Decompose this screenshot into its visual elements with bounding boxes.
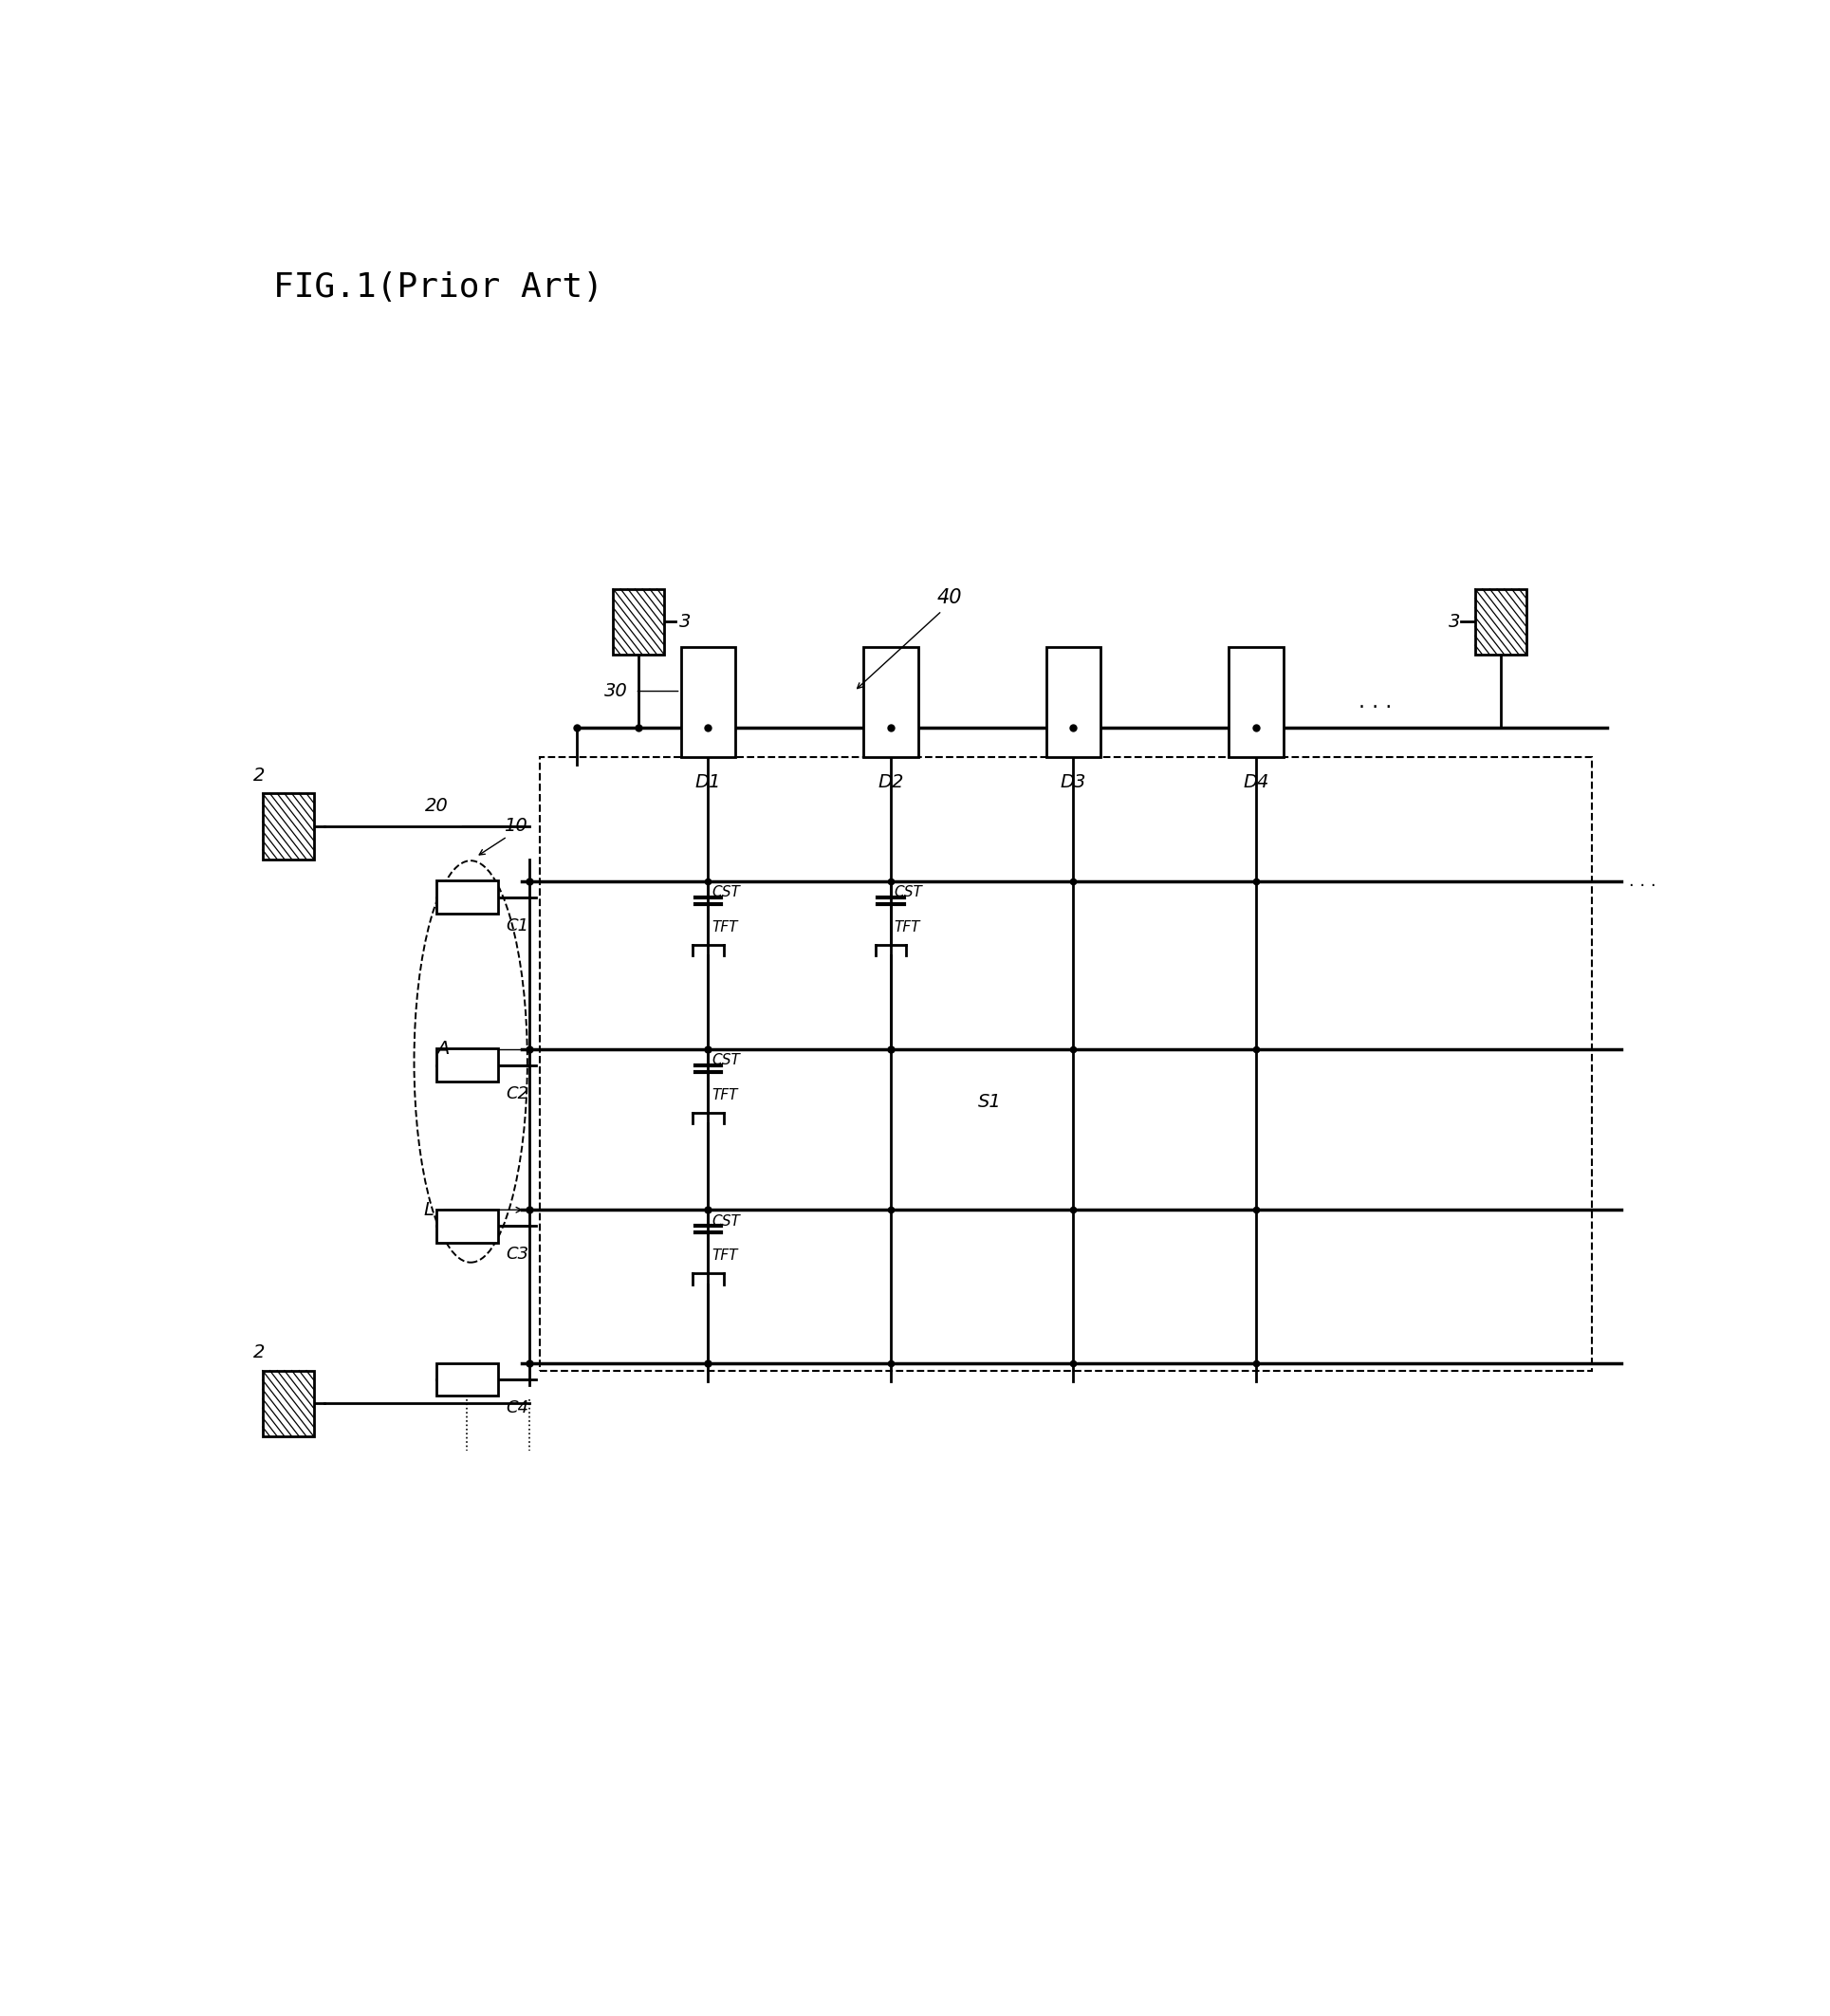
Text: 2: 2 [253, 766, 265, 784]
Text: CST: CST [895, 885, 922, 899]
Text: S1: S1 [979, 1093, 1001, 1111]
Text: CST: CST [712, 1214, 739, 1228]
Bar [864, 647, 919, 756]
Text: 40: 40 [937, 589, 963, 607]
Text: C2: C2 [505, 1085, 529, 1103]
Text: C3: C3 [505, 1246, 529, 1264]
Text: CST: CST [712, 885, 739, 899]
Text: . . .: . . . [1358, 694, 1391, 712]
Bar [1047, 647, 1102, 756]
Text: D3: D3 [1060, 772, 1087, 790]
Bar [436, 881, 498, 913]
Bar [262, 1371, 313, 1435]
Text: D1: D1 [695, 772, 721, 790]
Text: . . .: . . . [1629, 873, 1656, 889]
Text: 20: 20 [425, 798, 448, 814]
Bar [681, 647, 736, 756]
Text: 10: 10 [503, 816, 527, 835]
Text: TFT: TFT [712, 919, 737, 933]
Bar [436, 1048, 498, 1083]
Bar [613, 589, 664, 655]
Text: FIG.1(Prior Art): FIG.1(Prior Art) [273, 270, 604, 302]
Bar [262, 794, 313, 859]
Text: 2: 2 [253, 1345, 265, 1361]
Text: D4: D4 [1243, 772, 1268, 790]
Text: TFT: TFT [712, 1089, 737, 1103]
Bar [1228, 647, 1283, 756]
Bar [1475, 589, 1526, 655]
Text: C4: C4 [505, 1399, 529, 1417]
Text: 3: 3 [1449, 613, 1460, 631]
Text: TFT: TFT [895, 919, 920, 933]
Text: C1: C1 [505, 917, 529, 933]
Text: 30: 30 [604, 681, 628, 700]
Bar [436, 1363, 498, 1395]
Text: A: A [436, 1040, 448, 1058]
Text: L: L [425, 1202, 434, 1220]
Text: 3: 3 [679, 613, 690, 631]
Text: D2: D2 [878, 772, 904, 790]
Text: TFT: TFT [712, 1248, 737, 1262]
Text: CST: CST [712, 1054, 739, 1068]
Bar [436, 1210, 498, 1242]
Bar [540, 756, 1592, 1371]
